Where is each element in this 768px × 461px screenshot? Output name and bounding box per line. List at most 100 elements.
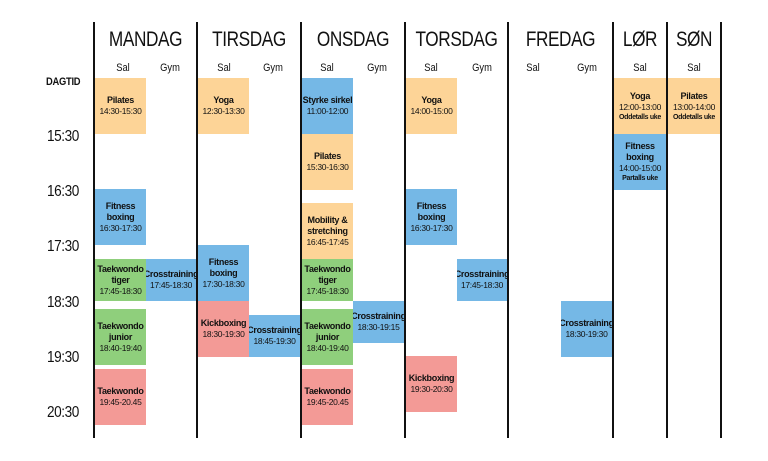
event-man-pilates[interactable]: Pilates 14:30-15:30 [95,78,146,134]
event-time: 18:30-19:30 [565,329,608,339]
event-ons-taekwondo-tiger[interactable]: Taekwondo tiger 17:45-18:30 [302,259,353,301]
event-ons-mobility-stretching[interactable]: Mobility & stretching 16:45-17:45 [302,203,353,259]
column-divider [300,22,302,438]
event-time: 17:45-18:30 [306,285,349,296]
event-title: Taekwondo tiger [304,263,351,285]
time-label: 18:30 [47,294,79,311]
event-title: Pilates [680,90,708,101]
event-time: 18:30-19:15 [357,322,400,332]
event-title: Pilates [314,151,341,161]
event-tir-yoga[interactable]: Yoga 12:30-13:30 [198,78,249,134]
day-header-monday: MANDAG [108,28,183,51]
room-label-sal: Sal [217,62,231,74]
room-label-gym: Gym [367,62,387,74]
event-man-fitness-boxing[interactable]: Fitness boxing 16:30-17:30 [95,189,146,245]
event-title: Styrke sirkel [302,95,353,105]
event-note: Partalls uke [622,175,658,182]
room-label-sal: Sal [526,62,540,74]
event-ons-pilates[interactable]: Pilates 15:30-16:30 [302,134,353,190]
event-time: 17:45-18:30 [460,280,504,290]
time-label: 19:30 [47,349,79,366]
event-man-taekwondo-tiger[interactable]: Taekwondo tiger 17:45-18:30 [95,259,146,301]
event-ons-crosstraining[interactable]: Crosstraining 18:30-19:15 [353,301,404,343]
event-tir-fitness-boxing[interactable]: Fitness boxing 17:30-18:30 [198,245,249,301]
event-time: 16:30-17:30 [99,222,142,233]
event-title: Taekwondo junior [97,320,144,342]
day-header-wednesday: ONSDAG [316,28,390,51]
event-ons-taekwondo-junior[interactable]: Taekwondo junior 18:40-19:40 [302,309,353,365]
event-note: Oddetalls uke [672,113,715,121]
day-header-friday: FREDAG [525,28,596,51]
event-time: 16:30-17:30 [410,222,453,233]
time-label: 17:30 [47,238,79,255]
event-time: 19:45-20.45 [306,397,349,407]
event-title: Taekwondo junior [304,320,351,342]
event-time: 14:00-15:00 [618,163,662,173]
column-divider [666,22,668,438]
event-ons-styrke-sirkel[interactable]: Styrke sirkel 11:00-12:00 [302,78,353,134]
event-time: 12:30-13:30 [202,106,245,116]
room-label-sal: Sal [424,62,438,74]
day-header-tuesday: TIRSDAG [212,28,286,51]
event-tor-kickboxing[interactable]: Kickboxing 19:30-20:30 [406,356,457,412]
room-label-gym: Gym [263,62,283,74]
event-time: 17:30-18:30 [202,278,245,289]
day-header-thursday: TORSDAG [415,28,498,51]
event-title: Pilates [107,95,134,105]
event-title: Crosstraining [146,269,196,279]
event-time: 12:00-13:00 [618,101,662,112]
event-title: Yoga [629,90,651,101]
event-ons-taekwondo[interactable]: Taekwondo 19:45-20.45 [302,369,353,425]
event-tor-crosstraining[interactable]: Crosstraining 17:45-18:30 [457,259,507,301]
room-label-sal: Sal [116,62,130,74]
time-label: 20:30 [47,404,79,421]
event-title: Yoga [213,95,234,105]
column-divider [93,22,95,438]
event-time: 18:40-19:40 [99,342,142,353]
event-lor-yoga[interactable]: Yoga 12:00-13:00 Oddetalls uke [614,78,666,134]
room-label-sal: Sal [687,62,701,74]
event-lor-fitness-boxing[interactable]: Fitness boxing 14:00-15:00 Partalls uke [614,134,666,190]
event-son-pilates[interactable]: Pilates 13:00-14:00 Oddetalls uke [668,78,720,134]
event-man-taekwondo[interactable]: Taekwondo 19:45-20.45 [95,369,146,425]
event-title: Fitness boxing [416,200,447,222]
event-fre-crosstraining[interactable]: Crosstraining 18:30-19:30 [561,301,612,357]
event-tor-yoga[interactable]: Yoga 14:00-15:00 [406,78,457,134]
event-time: 18:45-19:30 [253,336,296,346]
room-label-gym: Gym [160,62,180,74]
event-man-taekwondo-junior[interactable]: Taekwondo junior 18:40-19:40 [95,309,146,365]
event-title: Kickboxing [408,373,455,383]
column-divider [196,22,198,438]
event-title: Crosstraining [457,269,507,279]
event-title: Crosstraining [353,311,404,321]
day-header-sunday: SØN [675,28,713,51]
event-title: Fitness boxing [625,141,655,162]
column-divider [720,22,722,438]
room-label-gym: Gym [472,62,492,74]
room-label-sal: Sal [633,62,647,74]
event-time: 19:45-20.45 [99,397,142,407]
event-tir-kickboxing[interactable]: Kickboxing 18:30-19:30 [198,301,249,357]
room-label-sal: Sal [320,62,334,74]
event-time: 18:30-19:30 [202,329,245,339]
event-tir-crosstraining[interactable]: Crosstraining 18:45-19:30 [249,315,300,357]
event-title: Taekwondo [97,386,144,396]
event-title: Taekwondo [304,386,351,396]
event-title: Taekwondo tiger [97,263,144,285]
event-time: 15:30-16:30 [306,162,349,172]
column-divider [404,22,406,438]
event-time: 14:30-15:30 [99,106,142,116]
event-time: 14:00-15:00 [410,106,453,116]
event-tor-fitness-boxing[interactable]: Fitness boxing 16:30-17:30 [406,189,457,245]
event-time: 19:30-20:30 [410,384,453,394]
room-label-gym: Gym [577,62,597,74]
event-title: Fitness boxing [208,256,239,278]
event-man-crosstraining[interactable]: Crosstraining 17:45-18:30 [146,259,196,301]
event-note: Oddetalls uke [618,113,661,121]
time-label: 16:30 [47,183,79,200]
event-time: 11:00-12:00 [306,106,349,116]
column-divider [507,22,509,438]
time-label: 15:30 [47,128,79,145]
column-divider [612,22,614,438]
time-column-header: DAGTID [46,76,81,88]
